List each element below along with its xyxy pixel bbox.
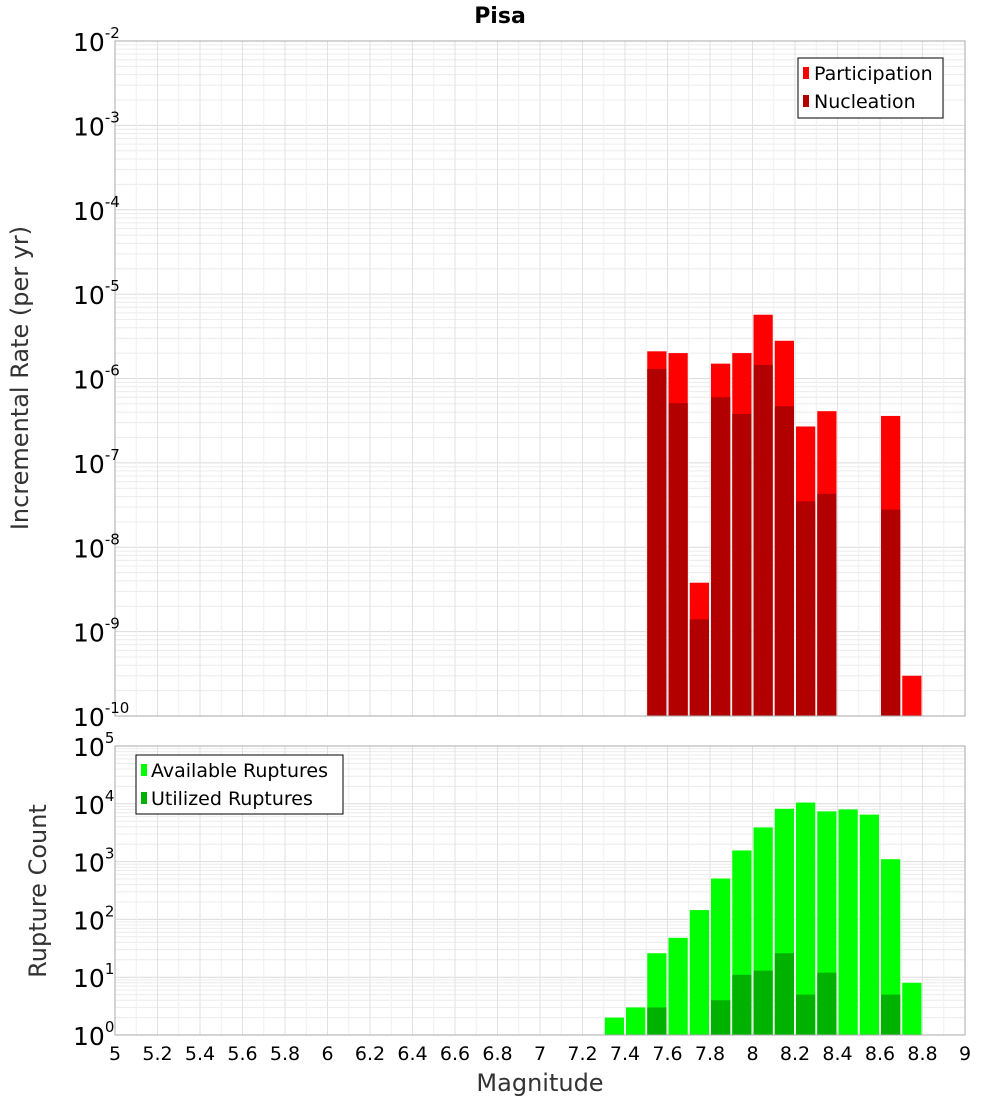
bottom-plot-frame: [114, 745, 966, 1036]
bottom-legend: Available Ruptures Utilized Ruptures: [135, 754, 344, 815]
top-legend: Participation Nucleation: [797, 57, 944, 119]
bar-available-ruptures: [689, 910, 709, 1035]
top-plot-frame: [114, 40, 966, 717]
x-tick-label: 5.8: [270, 1043, 300, 1065]
top-bars: [647, 314, 922, 716]
bottom-y-tick-label: 100: [73, 1018, 114, 1051]
x-tick-label: 6.2: [355, 1043, 385, 1065]
legend-swatch-nucleation: [803, 95, 809, 107]
bar-nucleation: [689, 619, 709, 716]
x-axis-label: Magnitude: [476, 1069, 603, 1097]
x-tick-label: 6.8: [482, 1043, 512, 1065]
bar-utilized-ruptures: [881, 994, 901, 1035]
bar-available-ruptures: [838, 809, 858, 1035]
top-y-axis-label: Incremental Rate (per yr): [6, 226, 34, 530]
legend-label-nucleation: Nucleation: [814, 91, 916, 113]
bottom-y-tick-label: 104: [73, 787, 114, 820]
bar-available-ruptures: [668, 937, 688, 1035]
legend-label-available-ruptures: Available Ruptures: [151, 760, 328, 782]
x-tick-labels: 5 5.2 5.4 5.6 5.8 6 6.2 6.4 6.6 6.8 7 7.2 7.4 7.6 7.8 8…: [109, 1043, 971, 1065]
top-y-tick-label: 10-8: [73, 530, 120, 563]
bottom-plot-panel: 100 101 102 103 104 105 5 5.2 5.4 5.6 5.8 6 6.2 6.4 6…: [24, 729, 971, 1097]
legend-swatch-available-ruptures: [141, 764, 147, 776]
x-tick-label: 8.6: [865, 1043, 895, 1065]
x-tick-label: 5.4: [185, 1043, 215, 1065]
legend-swatch-participation: [803, 67, 809, 79]
top-y-tick-label: 10-7: [73, 446, 120, 479]
bar-available-ruptures: [881, 859, 901, 1035]
bar-participation: [902, 675, 922, 716]
bottom-bars: [604, 802, 922, 1035]
top-y-tick-label: 10-9: [73, 615, 120, 648]
x-tick-label: 8.8: [907, 1043, 937, 1065]
x-tick-label: 9: [959, 1043, 971, 1065]
x-tick-label: 8.2: [780, 1043, 810, 1065]
bar-utilized-ruptures: [732, 974, 752, 1035]
bar-available-ruptures: [711, 878, 731, 1035]
bar-utilized-ruptures: [774, 953, 794, 1035]
bar-nucleation: [796, 501, 816, 716]
x-tick-label: 5.2: [142, 1043, 172, 1065]
top-y-tick-label: 10-4: [73, 193, 120, 226]
bottom-legend-box: [135, 754, 344, 815]
x-tick-label: 7.6: [652, 1043, 682, 1065]
legend-swatch-utilized-ruptures: [141, 792, 147, 804]
bar-available-ruptures: [796, 802, 816, 1035]
bottom-y-tick-label: 105: [73, 729, 114, 762]
x-tick-label: 6.6: [440, 1043, 470, 1065]
bar-nucleation: [732, 413, 752, 716]
x-tick-label: 5.6: [227, 1043, 257, 1065]
legend-label-utilized-ruptures: Utilized Ruptures: [151, 788, 313, 810]
bar-utilized-ruptures: [817, 972, 837, 1035]
x-tick-label: 7.2: [567, 1043, 597, 1065]
top-gridlines: [114, 41, 966, 717]
x-tick-label: 8: [746, 1043, 758, 1065]
top-legend-box: [797, 57, 944, 119]
bar-available-ruptures: [902, 982, 922, 1035]
bar-nucleation: [753, 364, 773, 716]
top-y-tick-label: 10-3: [73, 108, 120, 141]
chart-title: Pisa: [474, 4, 526, 29]
x-tick-label: 7: [534, 1043, 546, 1065]
top-y-tick-label: 10-10: [73, 699, 129, 732]
top-y-tick-label: 10-5: [73, 277, 120, 310]
bottom-y-tick-label: 102: [73, 902, 114, 935]
legend-label-participation: Participation: [814, 63, 933, 85]
x-tick-label: 6.4: [397, 1043, 427, 1065]
bar-utilized-ruptures: [647, 1007, 667, 1035]
bar-nucleation: [774, 406, 794, 716]
top-y-tick-label: 10-2: [73, 24, 120, 57]
bar-utilized-ruptures: [796, 994, 816, 1035]
bar-utilized-ruptures: [711, 1000, 731, 1035]
x-tick-label: 6: [321, 1043, 333, 1065]
bar-nucleation: [668, 403, 688, 716]
bottom-y-tick-label: 101: [73, 960, 114, 993]
bar-nucleation: [881, 509, 901, 716]
x-tick-label: 7.8: [695, 1043, 725, 1065]
bar-nucleation: [647, 368, 667, 716]
bar-nucleation: [817, 493, 837, 716]
bar-available-ruptures: [859, 814, 879, 1035]
top-plot-panel: 10-10 10-9 10-8 10-7 10-6 10-5 10-4 10-3 10-2 In…: [6, 24, 966, 732]
top-y-tick-label: 10-6: [73, 362, 120, 395]
x-tick-label: 5: [109, 1043, 121, 1065]
bottom-y-axis-label: Rupture Count: [24, 804, 52, 978]
x-tick-label: 7.4: [610, 1043, 640, 1065]
bar-available-ruptures: [626, 1007, 646, 1035]
bar-nucleation: [711, 397, 731, 716]
bottom-y-tick-labels: 100 101 102 103 104 105: [73, 729, 114, 1051]
top-y-tick-labels: 10-10 10-9 10-8 10-7 10-6 10-5 10-4 10-3 10-2: [73, 24, 129, 732]
bar-available-ruptures: [604, 1017, 624, 1035]
x-tick-label: 8.4: [822, 1043, 852, 1065]
bottom-y-tick-label: 103: [73, 845, 114, 878]
bar-utilized-ruptures: [753, 970, 773, 1035]
